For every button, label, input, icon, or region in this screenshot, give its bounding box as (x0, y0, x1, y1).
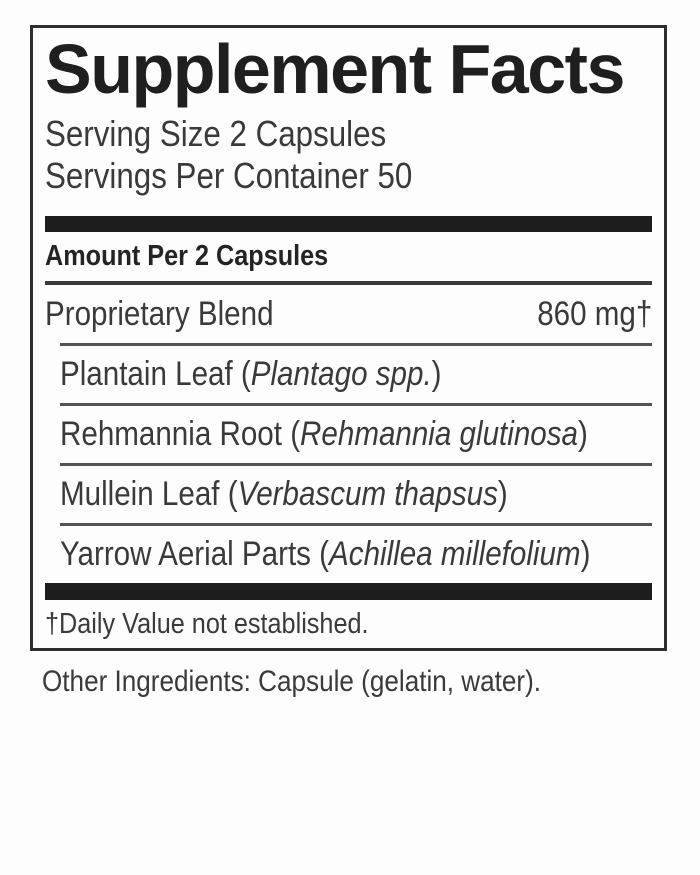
botanical-name: Achillea millefolium (329, 535, 581, 574)
supplement-facts-panel: Supplement Facts Serving Size 2 Capsules… (30, 25, 667, 652)
botanical-name: Plantago spp. (250, 355, 432, 394)
thick-divider-bar-top (45, 216, 652, 233)
panel-title: Supplement Facts (45, 33, 652, 105)
blend-amount: 860 mg† (536, 294, 652, 333)
proprietary-blend-row: Proprietary Blend 860 mg† (45, 285, 652, 343)
thick-divider-bar-bottom (45, 583, 652, 601)
daily-value-footnote: †Daily Value not established. (45, 600, 652, 648)
ingredient-text: Mullein Leaf (Verbascum thapsus) (60, 475, 508, 514)
ingredient-row-rehmannia-root: Rehmannia Root (Rehmannia glutinosa) (60, 403, 652, 463)
other-ingredients-line: Other Ingredients: Capsule (gelatin, wat… (42, 664, 700, 700)
ingredient-row-plantain-leaf: Plantain Leaf (Plantago spp.) (60, 343, 652, 403)
panel-title-text: Supplement Facts (45, 30, 625, 108)
supplement-label-page: Supplement Facts Serving Size 2 Capsules… (0, 25, 700, 875)
daily-value-footnote-text: †Daily Value not established. (45, 608, 369, 641)
ingredient-text: Yarrow Aerial Parts (Achillea millefoliu… (60, 535, 591, 574)
botanical-name: Verbascum thapsus (237, 475, 498, 514)
botanical-name: Rehmannia glutinosa (300, 415, 578, 454)
amount-per-header: Amount Per 2 Capsules (45, 232, 652, 286)
other-ingredients-text: Other Ingredients: Capsule (gelatin, wat… (42, 665, 542, 699)
ingredient-row-yarrow-aerial-parts: Yarrow Aerial Parts (Achillea millefoliu… (60, 523, 652, 583)
amount-per-header-text: Amount Per 2 Capsules (45, 240, 329, 273)
ingredient-text: Plantain Leaf (Plantago spp.) (60, 355, 442, 394)
serving-size-line: Serving Size 2 Capsules (45, 113, 652, 155)
serving-size-text: Serving Size 2 Capsules (45, 113, 387, 155)
ingredient-row-mullein-leaf: Mullein Leaf (Verbascum thapsus) (60, 463, 652, 523)
servings-per-container-text: Servings Per Container 50 (45, 155, 413, 197)
servings-per-container-line: Servings Per Container 50 (45, 155, 652, 197)
ingredient-text: Rehmannia Root (Rehmannia glutinosa) (60, 415, 588, 454)
blend-name: Proprietary Blend (45, 294, 274, 333)
